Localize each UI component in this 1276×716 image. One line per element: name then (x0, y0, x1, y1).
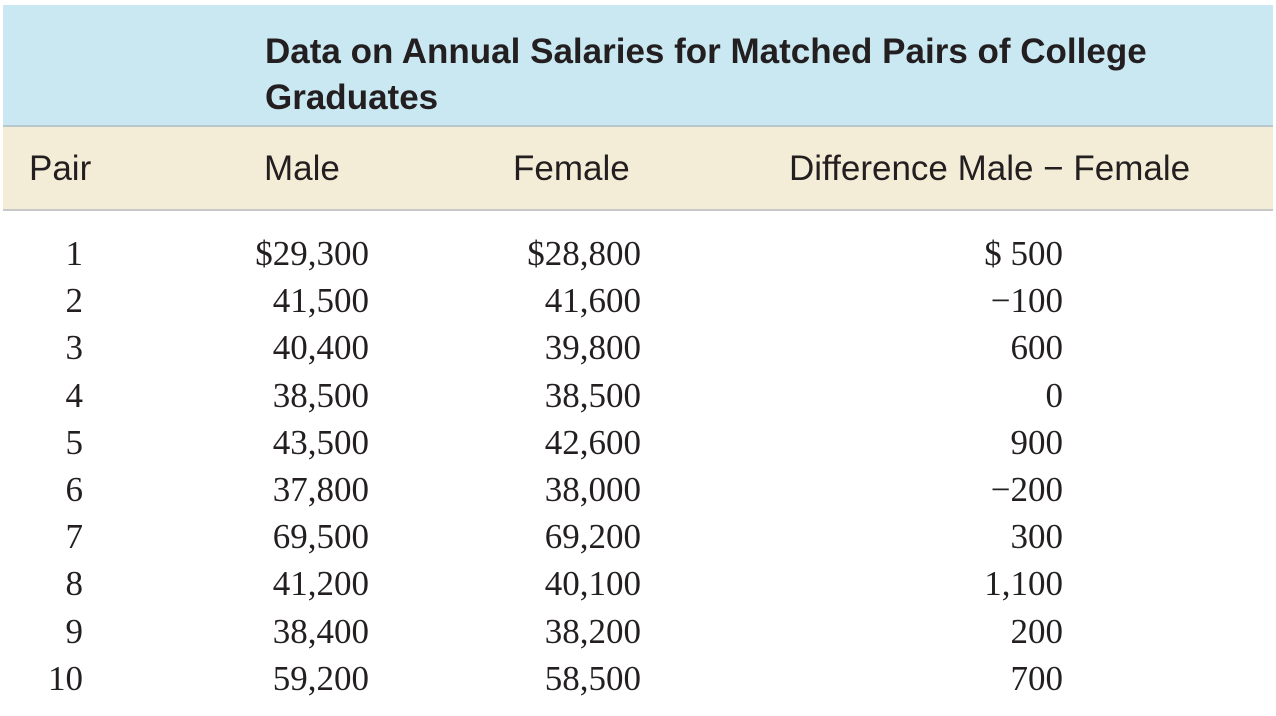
table-title: Data on Annual Salaries for Matched Pair… (265, 32, 1147, 117)
table-row: 9 38,400 38,200 200 (3, 608, 1273, 655)
table-row: 1 $29,300 $28,800 $ 500 (3, 230, 1273, 277)
salary-table: Data on Annual Salaries for Matched Pair… (3, 5, 1273, 716)
cell-male: 40,400 (272, 328, 369, 368)
cell-female: 58,500 (544, 658, 641, 698)
cell-female: 39,800 (544, 328, 641, 368)
cell-male: 38,400 (272, 611, 369, 651)
cell-male: $29,300 (255, 234, 369, 273)
table-row: 10 59,200 58,500 700 (3, 655, 1273, 702)
cell-pair: 10 (48, 658, 83, 698)
cell-male: 38,500 (272, 375, 369, 415)
cell-pair: 3 (65, 328, 84, 368)
cell-male: 59,200 (272, 658, 369, 698)
cell-female: $28,800 (527, 234, 641, 273)
cell-female: 42,600 (544, 422, 641, 462)
header-pair: Pair (29, 149, 92, 188)
table-row: 3 40,400 39,800 600 (3, 324, 1273, 371)
cell-pair: 7 (65, 517, 84, 557)
cell-male: 41,500 (272, 281, 369, 321)
table-row: 8 41,200 40,100 1,100 (3, 560, 1273, 607)
table-row: 7 69,500 69,200 300 (3, 513, 1273, 560)
title-band: Data on Annual Salaries for Matched Pair… (3, 5, 1273, 125)
cell-female: 38,500 (544, 375, 641, 415)
cell-pair: 2 (65, 281, 84, 321)
header-difference: Difference Male − Female (789, 149, 1191, 188)
table-row: 4 38,500 38,500 0 (3, 372, 1273, 419)
cell-difference: $ 500 (984, 234, 1063, 273)
cell-female: 69,200 (544, 517, 641, 557)
cell-pair: 1 (65, 234, 84, 273)
cell-male: 69,500 (272, 517, 369, 557)
cell-difference: 700 (1010, 658, 1064, 698)
cell-male: 37,800 (272, 469, 369, 509)
cell-difference: 600 (1010, 328, 1064, 368)
cell-pair: 9 (65, 611, 84, 651)
cell-male: 41,200 (272, 564, 369, 604)
cell-female: 38,200 (544, 611, 641, 651)
cell-pair: 4 (65, 375, 84, 415)
cell-female: 38,000 (544, 469, 641, 509)
table-body: 1 $29,300 $28,800 $ 500 2 41,500 41,600 −100 3 40… (3, 230, 1273, 702)
table-row: 6 37,800 38,000 −200 (3, 466, 1273, 513)
cell-pair: 6 (65, 469, 84, 509)
cell-difference: 200 (1010, 611, 1064, 651)
table-row: 5 43,500 42,600 900 (3, 419, 1273, 466)
table-row: 2 41,500 41,600 −100 (3, 277, 1273, 324)
cell-difference: 900 (1010, 422, 1064, 462)
cell-pair: 5 (65, 422, 84, 462)
cell-difference: 1,100 (984, 564, 1063, 604)
cell-female: 40,100 (544, 564, 641, 604)
header-female: Female (513, 149, 630, 188)
cell-pair: 8 (65, 564, 84, 604)
header-male: Male (264, 149, 340, 188)
cell-male: 43,500 (272, 422, 369, 462)
cell-female: 41,600 (544, 281, 641, 321)
cell-difference: 0 (1045, 375, 1064, 415)
header-row: Pair Male Female Difference Male − Femal… (3, 125, 1273, 211)
cell-difference: −200 (990, 469, 1063, 509)
cell-difference: −100 (990, 281, 1063, 321)
cell-difference: 300 (1010, 517, 1064, 557)
